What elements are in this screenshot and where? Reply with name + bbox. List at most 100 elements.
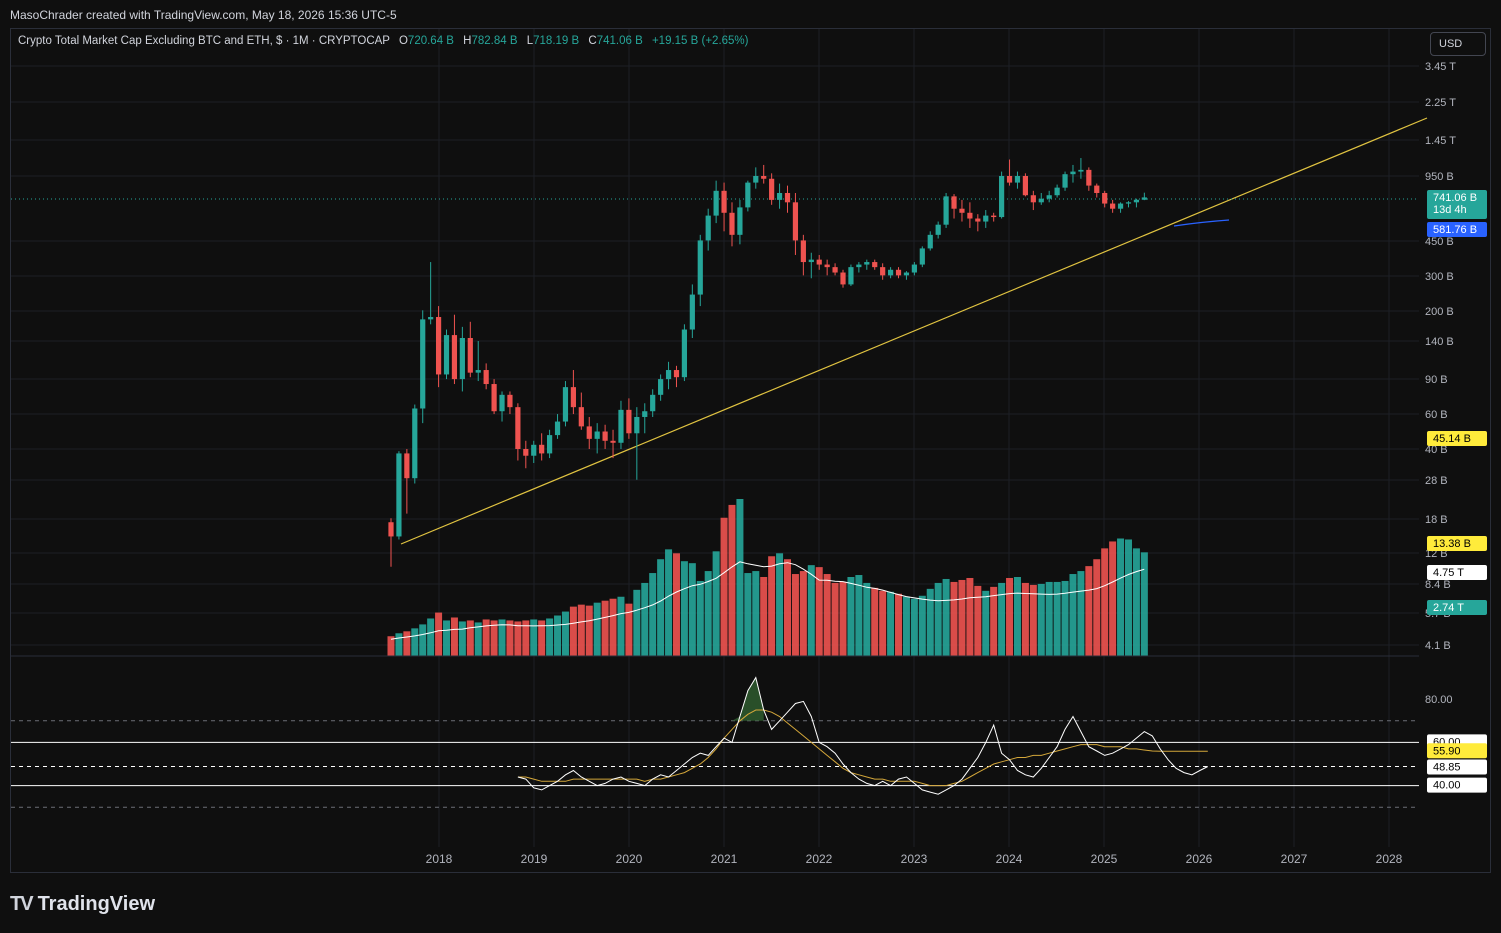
volume-bar: [974, 585, 982, 656]
attribution-text: MasoChrader created with TradingView.com…: [10, 8, 397, 22]
marker-low-label: 45.14 B: [1427, 431, 1487, 446]
candle: [404, 449, 410, 514]
candle: [800, 234, 806, 276]
volume-bar: [926, 588, 934, 656]
candle: [713, 180, 719, 224]
volume-bar: [482, 619, 490, 656]
attribution-bar: MasoChrader created with TradingView.com…: [0, 0, 1501, 28]
candle: [1006, 159, 1013, 186]
close-value: 741.06 B: [596, 35, 643, 47]
time-axis-tick: 2025: [1091, 852, 1118, 866]
volume-bar: [982, 590, 990, 656]
volume-bar: [1117, 538, 1125, 656]
volume-bar: [474, 622, 482, 656]
candle: [1046, 190, 1052, 203]
candle: [792, 192, 799, 255]
volume-bar: [1124, 539, 1132, 656]
time-axis-tick: 2028: [1376, 852, 1403, 866]
candle: [903, 271, 910, 280]
currency-button[interactable]: USD: [1430, 32, 1486, 56]
volume-bar: [601, 600, 609, 656]
volume-bar: [1013, 577, 1021, 656]
volume-bar: [1069, 574, 1077, 656]
open-value: 720.64 B: [407, 35, 454, 47]
candle: [578, 392, 584, 430]
svg-text:40.00: 40.00: [1433, 780, 1461, 792]
volume-bar: [902, 596, 910, 656]
time-axis-tick: 2020: [616, 852, 643, 866]
volume-bar: [609, 598, 617, 656]
candle: [697, 234, 703, 307]
svg-text:45.14 B: 45.14 B: [1433, 433, 1471, 445]
candle: [586, 416, 592, 449]
candles: [388, 158, 1147, 567]
candle: [443, 329, 450, 380]
candle: [943, 192, 949, 228]
candle: [753, 167, 759, 189]
volume-bar: [752, 571, 760, 656]
volume-bar: [1109, 541, 1117, 656]
chart-frame[interactable]: 3.45 T 2.25 T 1.45 T 950 B 450 B 300 B 200 B 14…: [10, 28, 1491, 873]
candle: [1133, 198, 1140, 208]
svg-text:48.85: 48.85: [1433, 761, 1461, 773]
volume-bar: [736, 498, 744, 656]
grid-lines: [11, 29, 1419, 847]
candle: [856, 262, 862, 273]
volume-bar: [577, 604, 585, 656]
price-axis-tick: 18 B: [1425, 514, 1448, 526]
candle: [975, 214, 981, 232]
candle: [761, 164, 767, 184]
candle: [594, 423, 600, 454]
volume-bar: [680, 561, 688, 656]
volume-bar: [784, 559, 791, 656]
candle: [570, 370, 576, 415]
volume-bar: [585, 605, 593, 656]
candle: [729, 202, 735, 247]
volume-bar: [998, 582, 1006, 656]
volume-ma-line: [390, 561, 1145, 640]
volume-bar: [839, 581, 847, 656]
volume-bar: [419, 624, 427, 656]
candle: [618, 400, 624, 449]
volume-label: 13.38 B: [1427, 536, 1487, 551]
svg-text:13.38 B: 13.38 B: [1433, 538, 1471, 550]
candle: [1141, 192, 1147, 201]
ma-level-label: 581.76 B: [1427, 222, 1487, 237]
svg-text:2.74 T: 2.74 T: [1433, 602, 1464, 614]
volume-bar: [1140, 552, 1148, 656]
low-label: L: [526, 35, 534, 47]
candle: [959, 199, 965, 222]
volume-bar: [450, 617, 458, 656]
volume-bar: [815, 567, 823, 656]
volume-bar: [466, 620, 474, 656]
candle: [658, 374, 664, 401]
tradingview-brand: TradingView: [37, 892, 156, 915]
volume-bar: [1021, 582, 1029, 656]
candle: [634, 407, 640, 480]
candle: [412, 404, 418, 484]
volume-bar: [593, 602, 601, 656]
volume-bar: [498, 619, 506, 656]
candle: [872, 259, 878, 270]
volume-bars: [387, 498, 1148, 656]
volume-bar: [712, 551, 720, 656]
candle: [1110, 199, 1116, 213]
candle: [1070, 164, 1076, 183]
candle: [848, 264, 854, 287]
chart-svg[interactable]: 3.45 T 2.25 T 1.45 T 950 B 450 B 300 B 200 B 14…: [11, 29, 1490, 872]
candle: [459, 326, 465, 392]
volume-bar: [1045, 581, 1053, 656]
volume-bar: [665, 549, 673, 656]
high-label: H: [463, 35, 472, 47]
tradingview-footer: TV TradingView: [10, 892, 155, 916]
svg-text:581.76 B: 581.76 B: [1433, 224, 1477, 236]
price-axis-tick: 3.45 T: [1425, 61, 1456, 73]
candle: [705, 208, 711, 251]
time-axis-tick: 2024: [996, 852, 1023, 866]
candle: [650, 389, 656, 417]
volume-bar: [1093, 559, 1101, 656]
svg-text:741.06 B: 741.06 B: [1433, 192, 1477, 204]
candle: [396, 451, 402, 540]
candle: [626, 398, 632, 439]
candle: [999, 171, 1005, 219]
